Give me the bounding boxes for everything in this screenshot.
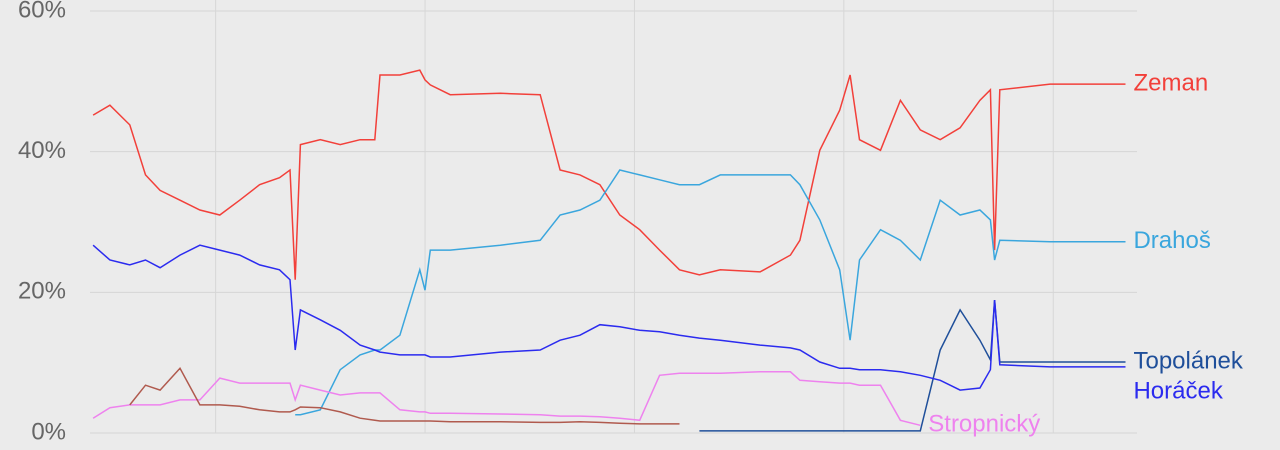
series-label: Stropnický	[928, 411, 1040, 438]
series-line	[92, 371, 921, 427]
y-tick-label: 60%	[18, 0, 66, 23]
series-line	[92, 69, 1126, 280]
y-tick-label: 0%	[31, 418, 66, 445]
series-line	[699, 300, 1126, 432]
series-line	[129, 367, 680, 425]
series-label: Topolánek	[1133, 347, 1243, 374]
series-label: Horáček	[1133, 377, 1223, 404]
series-label: Zeman	[1133, 69, 1208, 96]
series-label: Drahoš	[1133, 227, 1210, 254]
y-tick-label: 40%	[18, 137, 66, 164]
series-line	[92, 244, 1126, 391]
y-tick-label: 20%	[18, 278, 66, 305]
series-line	[295, 169, 1126, 416]
